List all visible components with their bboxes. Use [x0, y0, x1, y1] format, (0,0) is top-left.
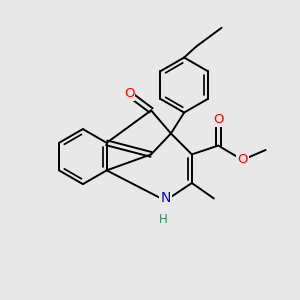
- Text: O: O: [124, 87, 134, 101]
- Text: H: H: [159, 213, 168, 226]
- Text: O: O: [213, 113, 224, 126]
- Text: O: O: [237, 153, 248, 167]
- Text: N: N: [160, 191, 171, 206]
